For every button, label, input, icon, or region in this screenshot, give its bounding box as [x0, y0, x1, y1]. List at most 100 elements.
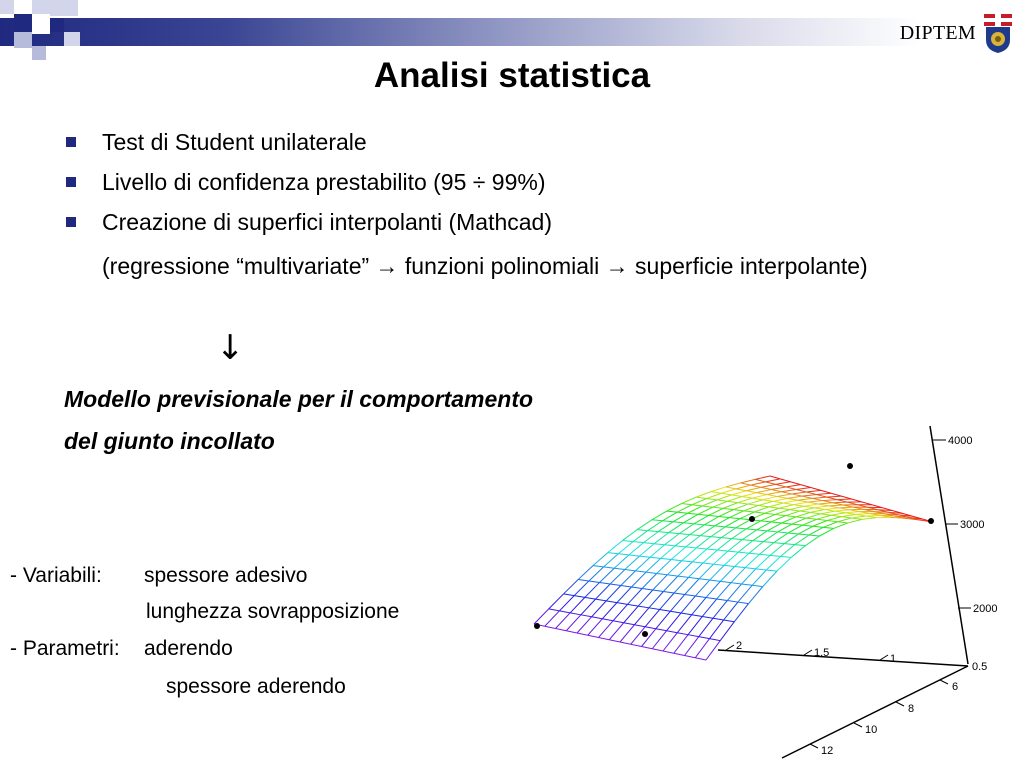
z-tick-label: 3000 [960, 519, 984, 531]
surface-grid-line [725, 526, 736, 529]
surface-grid-line [705, 581, 721, 598]
surface-grid-line [729, 510, 745, 519]
surface-grid-line [801, 495, 813, 499]
surface-grid-line [742, 539, 753, 542]
surface-grid-line [816, 492, 832, 496]
surface-grid-line [699, 578, 710, 581]
bullet-item: Test di Student unilaterale [64, 122, 552, 162]
surface-grid-line [873, 511, 885, 515]
surface-grid-line [746, 490, 757, 494]
surface-grid-line [569, 597, 586, 614]
surface-grid-line [691, 498, 707, 506]
surface-grid-line [892, 510, 903, 514]
surface-grid-line [684, 594, 696, 597]
surface-grid-line [676, 614, 693, 634]
surface-grid-line [598, 620, 614, 638]
surface-grid-line [708, 507, 724, 516]
surface-grid-line [658, 531, 669, 534]
surface-grid-line [706, 497, 718, 501]
surface-grid-line [601, 602, 618, 620]
surface-grid-line [701, 598, 718, 617]
surface-grid-line [841, 516, 852, 519]
surface-grid-line [845, 512, 856, 515]
surface-grid-line [652, 648, 664, 652]
surface-grid-line [806, 513, 821, 519]
surface-grid-line [790, 481, 801, 486]
surface-grid-line [618, 541, 634, 555]
z-axis-line [929, 425, 969, 665]
surface-grid-line [898, 514, 909, 518]
data-point [534, 623, 540, 629]
data-point [749, 516, 755, 522]
decor-square [50, 18, 64, 32]
surface-grid-line [787, 524, 803, 534]
surface-grid-line [674, 534, 691, 547]
y-tick [809, 743, 819, 749]
surface-grid-line [631, 586, 643, 589]
surface-grid-line [737, 497, 753, 504]
surface-grid-line [706, 548, 718, 551]
surface-grid-line [772, 497, 788, 502]
surface-grid-line [670, 610, 682, 614]
surface-grid-line [620, 570, 636, 586]
surface-grid-line [791, 493, 803, 497]
surface-grid-line [818, 503, 829, 507]
surface-grid-line [699, 525, 716, 537]
surface-grid-line [637, 589, 654, 607]
surface-grid-line [574, 595, 585, 598]
surface-grid-line [687, 616, 703, 635]
surface-grid-line [748, 541, 764, 554]
surface-grid-line [606, 600, 617, 604]
surface-grid-line [688, 576, 700, 580]
surface-grid-line [819, 527, 834, 537]
surface-grid-line [616, 602, 628, 605]
surface-grid-line [810, 487, 822, 491]
surface-grid-line [595, 583, 611, 600]
surface-grid-line [802, 518, 817, 526]
surface-grid-line [742, 529, 757, 541]
surface-grid-line [584, 582, 600, 598]
surface-grid-line [688, 562, 704, 578]
surface-grid-line [750, 484, 762, 488]
surface-grid-line [851, 517, 863, 520]
surface-grid-line [647, 530, 659, 533]
surface-grid-line [652, 589, 664, 593]
surface-grid-line [660, 557, 672, 561]
decor-square [32, 46, 46, 60]
surface-grid-line [727, 550, 739, 553]
surface-grid-line [576, 616, 592, 634]
surface-grid-line [755, 568, 767, 571]
surface-grid-line [754, 511, 765, 514]
surface-grid-line [763, 541, 774, 544]
surface-grid-line [781, 491, 792, 495]
surface-grid-line [824, 508, 836, 512]
surface-grid-line [679, 533, 690, 536]
surface-grid-line [790, 545, 806, 558]
surface-grid-line [719, 621, 735, 641]
surface-grid-line [693, 514, 709, 525]
parameter-item: spessore aderendo [166, 675, 346, 698]
surface-grid-line [716, 494, 732, 501]
surface-grid-line [618, 553, 629, 556]
surface-grid-line [867, 506, 879, 511]
surface-grid-line [712, 600, 728, 619]
surface-grid-line [603, 553, 619, 568]
surface-grid-line [756, 489, 772, 494]
surface-grid-line [771, 486, 787, 491]
surface-grid-line [738, 551, 750, 554]
surface-grid-line [734, 552, 750, 567]
surface-grid-line [602, 618, 614, 622]
surface-grid-line [695, 536, 712, 549]
surface-grid-line [651, 630, 668, 650]
surface-grid-line [766, 556, 781, 571]
surface-grid-line [714, 525, 726, 528]
surface-grid-line [737, 502, 749, 505]
surface-grid-line [723, 507, 734, 511]
surface-grid-line [791, 491, 807, 495]
surface-grid-line [775, 483, 787, 488]
surface-grid-line [727, 500, 738, 504]
surface-grid-line [838, 507, 850, 511]
surface-grid-line [729, 517, 740, 520]
surface-grid-line [697, 513, 709, 516]
surface-grid-line [754, 506, 769, 513]
